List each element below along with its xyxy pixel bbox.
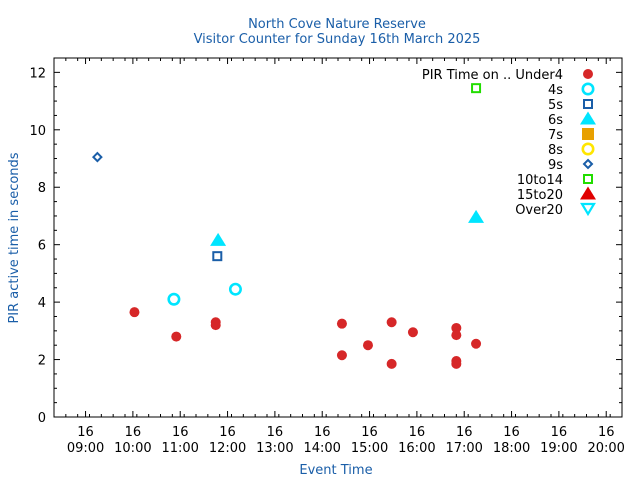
x-tick-label-day: 16 xyxy=(551,425,568,440)
data-point-series-0 xyxy=(451,358,462,369)
x-tick-label-time: 09:00 xyxy=(67,441,104,456)
legend-label: PIR Time on .. Under4 xyxy=(422,68,563,83)
legend-label: 5s xyxy=(548,98,563,113)
data-point-series-3 xyxy=(210,232,227,246)
y-axis-ticks: 0 2 4 6 8 10 12 xyxy=(29,57,622,426)
data-point-series-1 xyxy=(228,282,242,296)
x-tick-label-day: 16 xyxy=(172,425,189,440)
legend-label: 8s xyxy=(548,143,563,158)
x-tick-label-day: 16 xyxy=(267,425,284,440)
x-tick-label-time: 19:00 xyxy=(540,441,577,456)
data-point-series-6 xyxy=(91,151,103,163)
legend-label: 4s xyxy=(548,83,563,98)
legend-label: 10to14 xyxy=(517,173,563,188)
x-tick-label-time: 17:00 xyxy=(445,441,482,456)
chart-subtitle: Visitor Counter for Sunday 16th March 20… xyxy=(194,32,481,47)
x-tick-label-time: 16:00 xyxy=(398,441,435,456)
legend-marker xyxy=(580,111,596,125)
y-tick-label: 0 xyxy=(38,411,46,426)
y-tick-label: 8 xyxy=(38,181,46,196)
legend: PIR Time on .. Under44s5s6s7s8s9s10to141… xyxy=(422,68,596,218)
data-point-series-0 xyxy=(451,330,462,341)
legend-marker xyxy=(583,174,593,184)
x-tick-label-time: 11:00 xyxy=(161,441,198,456)
legend-label: 7s xyxy=(548,128,563,143)
legend-marker xyxy=(580,186,596,200)
data-point-series-0 xyxy=(386,317,397,328)
x-tick-label-time: 10:00 xyxy=(114,441,151,456)
data-point-series-2 xyxy=(212,251,223,262)
legend-marker xyxy=(580,202,596,217)
x-tick-label-day: 16 xyxy=(503,425,520,440)
legend-marker xyxy=(581,82,595,96)
x-tick-label-day: 16 xyxy=(314,425,331,440)
y-axis-label: PIR active time in seconds xyxy=(7,152,22,323)
data-point-series-0 xyxy=(336,318,347,329)
data-points xyxy=(91,83,485,369)
data-point-series-0 xyxy=(336,350,347,361)
legend-marker xyxy=(581,142,595,156)
x-tick-label-day: 16 xyxy=(361,425,378,440)
x-tick-label-day: 16 xyxy=(219,425,236,440)
legend-marker xyxy=(582,158,594,170)
x-tick-label-time: 13:00 xyxy=(256,441,293,456)
data-point-series-0 xyxy=(129,307,140,318)
data-point-series-0 xyxy=(171,331,182,342)
x-axis-ticks: 1609:001610:001611:001612:001613:001614:… xyxy=(53,58,625,456)
legend-marker xyxy=(583,69,593,79)
y-tick-label: 4 xyxy=(38,296,46,311)
legend-marker xyxy=(583,99,593,109)
y-tick-label: 12 xyxy=(29,66,46,81)
x-axis-label: Event Time xyxy=(299,463,372,478)
data-point-series-7 xyxy=(471,83,482,94)
legend-marker xyxy=(582,128,594,140)
y-tick-label: 10 xyxy=(29,124,46,139)
data-point-series-0 xyxy=(471,338,482,349)
legend-label: 6s xyxy=(548,113,563,128)
x-tick-label-day: 16 xyxy=(77,425,94,440)
x-tick-label-day: 16 xyxy=(409,425,426,440)
x-tick-label-time: 18:00 xyxy=(493,441,530,456)
data-point-series-0 xyxy=(362,340,373,351)
y-tick-label: 2 xyxy=(38,354,46,369)
data-point-series-1 xyxy=(167,292,181,306)
y-tick-label: 6 xyxy=(38,239,46,254)
x-tick-label-day: 16 xyxy=(598,425,615,440)
plot-area-frame xyxy=(53,57,623,418)
x-tick-label-time: 15:00 xyxy=(351,441,388,456)
data-point-series-0 xyxy=(210,320,221,331)
legend-label: 15to20 xyxy=(517,188,563,203)
x-tick-label-time: 20:00 xyxy=(587,441,624,456)
legend-label: Over20 xyxy=(515,203,563,218)
x-tick-label-time: 12:00 xyxy=(209,441,246,456)
legend-label: 9s xyxy=(548,158,563,173)
x-tick-label-time: 14:00 xyxy=(303,441,340,456)
x-tick-label-day: 16 xyxy=(456,425,473,440)
data-point-series-0 xyxy=(451,322,462,333)
data-point-series-0 xyxy=(386,358,397,369)
x-tick-label-day: 16 xyxy=(125,425,142,440)
data-point-series-0 xyxy=(407,327,418,338)
chart-title: North Cove Nature Reserve xyxy=(248,17,426,32)
data-point-series-3 xyxy=(468,209,485,223)
